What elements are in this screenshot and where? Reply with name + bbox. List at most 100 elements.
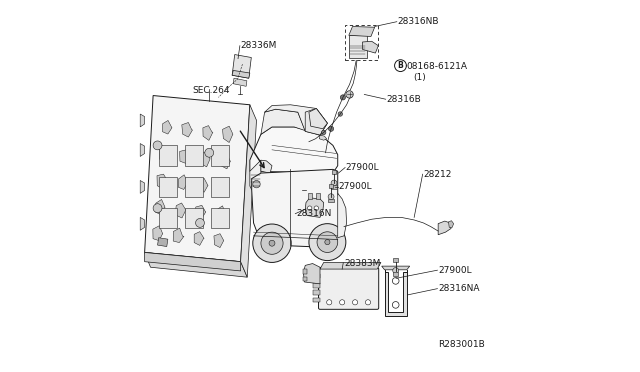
Circle shape bbox=[314, 206, 319, 211]
Text: 28212: 28212 bbox=[424, 170, 452, 179]
Text: 28383M: 28383M bbox=[344, 259, 380, 268]
Text: SEC.264: SEC.264 bbox=[193, 86, 230, 94]
Polygon shape bbox=[232, 70, 250, 78]
Polygon shape bbox=[362, 41, 378, 53]
Text: 28316NB: 28316NB bbox=[397, 17, 439, 26]
Circle shape bbox=[346, 91, 353, 98]
Circle shape bbox=[261, 232, 283, 254]
Polygon shape bbox=[241, 105, 257, 277]
Polygon shape bbox=[319, 135, 326, 140]
Circle shape bbox=[328, 194, 334, 200]
FancyBboxPatch shape bbox=[319, 267, 379, 310]
Polygon shape bbox=[153, 226, 163, 241]
Text: 27900L: 27900L bbox=[339, 182, 372, 191]
Polygon shape bbox=[145, 253, 241, 271]
Polygon shape bbox=[180, 150, 189, 163]
Polygon shape bbox=[159, 146, 169, 162]
Circle shape bbox=[392, 302, 399, 308]
Text: 28316B: 28316B bbox=[387, 95, 421, 104]
Bar bbox=[394, 258, 398, 262]
Polygon shape bbox=[163, 121, 172, 134]
Circle shape bbox=[340, 300, 345, 305]
Polygon shape bbox=[305, 109, 328, 135]
Polygon shape bbox=[203, 126, 213, 140]
Bar bbox=[308, 193, 312, 199]
Polygon shape bbox=[264, 105, 328, 135]
Polygon shape bbox=[218, 179, 228, 195]
Polygon shape bbox=[349, 26, 374, 36]
Circle shape bbox=[392, 278, 399, 284]
Polygon shape bbox=[196, 205, 206, 218]
Circle shape bbox=[307, 206, 312, 211]
Polygon shape bbox=[140, 217, 145, 230]
Polygon shape bbox=[200, 152, 210, 167]
Polygon shape bbox=[223, 126, 233, 142]
Text: 28336M: 28336M bbox=[241, 41, 277, 50]
Text: 08168-6121A: 08168-6121A bbox=[407, 61, 468, 71]
Bar bbox=[303, 277, 307, 281]
Polygon shape bbox=[385, 270, 407, 316]
Bar bbox=[328, 199, 333, 202]
Polygon shape bbox=[157, 238, 168, 247]
Text: 28316NA: 28316NA bbox=[438, 284, 479, 293]
Polygon shape bbox=[145, 96, 250, 262]
Polygon shape bbox=[303, 263, 320, 284]
Circle shape bbox=[309, 224, 346, 260]
Polygon shape bbox=[140, 114, 145, 127]
Polygon shape bbox=[250, 160, 261, 193]
Bar bbox=[211, 177, 229, 197]
Bar bbox=[185, 145, 203, 166]
Polygon shape bbox=[216, 206, 226, 221]
Polygon shape bbox=[320, 262, 381, 269]
Polygon shape bbox=[252, 169, 344, 247]
Circle shape bbox=[253, 224, 291, 262]
Polygon shape bbox=[140, 180, 145, 193]
Polygon shape bbox=[305, 198, 324, 217]
Circle shape bbox=[353, 300, 358, 305]
Bar bbox=[314, 283, 320, 288]
Polygon shape bbox=[214, 234, 224, 248]
Polygon shape bbox=[175, 203, 186, 218]
Polygon shape bbox=[232, 55, 252, 78]
Circle shape bbox=[253, 180, 260, 188]
Circle shape bbox=[196, 218, 204, 227]
Polygon shape bbox=[140, 144, 145, 157]
Circle shape bbox=[205, 148, 214, 157]
Polygon shape bbox=[261, 160, 272, 173]
Polygon shape bbox=[449, 221, 454, 227]
Circle shape bbox=[324, 240, 330, 245]
Polygon shape bbox=[438, 221, 451, 235]
Bar bbox=[393, 272, 398, 276]
Polygon shape bbox=[198, 178, 208, 192]
Text: 27900L: 27900L bbox=[438, 266, 472, 275]
Circle shape bbox=[340, 95, 346, 100]
Polygon shape bbox=[381, 266, 410, 270]
Circle shape bbox=[365, 300, 371, 305]
Bar bbox=[332, 185, 337, 189]
Bar bbox=[303, 269, 307, 274]
Circle shape bbox=[393, 267, 399, 273]
Bar bbox=[211, 145, 229, 166]
Polygon shape bbox=[194, 232, 204, 246]
Polygon shape bbox=[173, 228, 184, 243]
Bar bbox=[316, 193, 320, 199]
Bar bbox=[314, 298, 320, 302]
Text: (1): (1) bbox=[413, 73, 426, 81]
Bar bbox=[185, 208, 203, 228]
Text: 27900L: 27900L bbox=[346, 163, 380, 172]
Circle shape bbox=[317, 232, 338, 253]
Circle shape bbox=[326, 300, 332, 305]
Circle shape bbox=[338, 112, 342, 116]
Bar bbox=[329, 184, 333, 188]
Bar bbox=[314, 274, 320, 278]
Text: R283001B: R283001B bbox=[438, 340, 485, 349]
Polygon shape bbox=[250, 127, 338, 173]
Polygon shape bbox=[261, 109, 305, 134]
Polygon shape bbox=[309, 109, 328, 129]
Bar bbox=[159, 177, 177, 197]
Circle shape bbox=[321, 130, 326, 135]
Polygon shape bbox=[233, 78, 247, 86]
Polygon shape bbox=[182, 122, 193, 137]
Circle shape bbox=[153, 204, 162, 212]
Bar bbox=[159, 208, 177, 228]
